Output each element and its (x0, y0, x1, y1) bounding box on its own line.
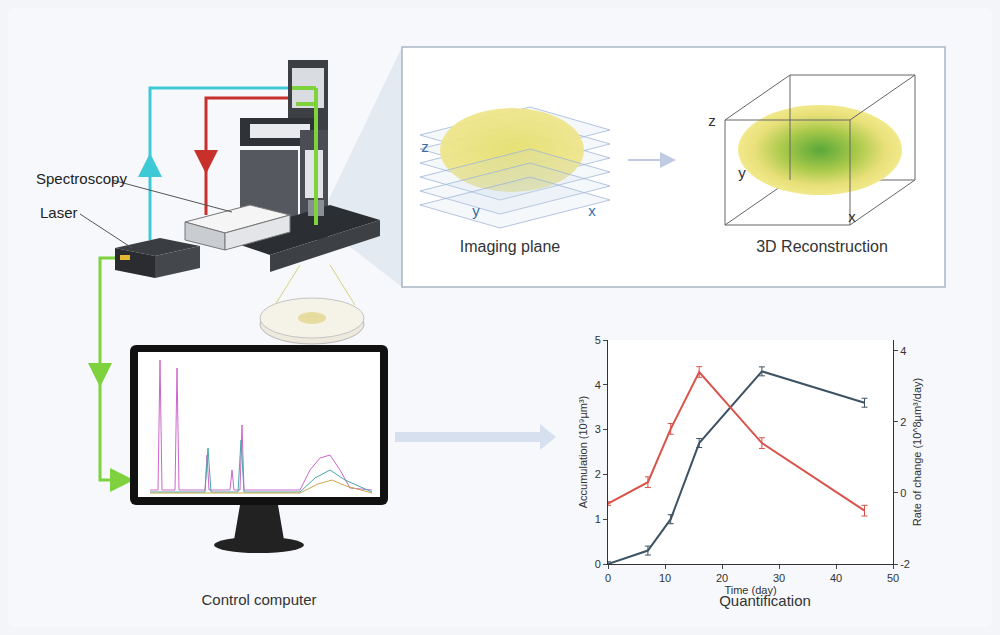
svg-text:2: 2 (900, 416, 906, 428)
svg-text:Imaging plane: Imaging plane (460, 238, 561, 255)
svg-text:2: 2 (595, 468, 601, 480)
svg-text:0: 0 (595, 558, 601, 570)
svg-text:x: x (848, 208, 856, 225)
svg-text:3D Reconstruction: 3D Reconstruction (756, 238, 888, 255)
svg-text:10: 10 (659, 572, 671, 584)
svg-text:1: 1 (595, 513, 601, 525)
svg-text:Laser: Laser (40, 204, 78, 221)
svg-text:3: 3 (595, 423, 601, 435)
svg-text:4: 4 (900, 345, 906, 357)
svg-text:Quantification: Quantification (719, 592, 811, 609)
svg-text:Control computer: Control computer (201, 591, 316, 608)
svg-text:y: y (472, 202, 480, 219)
svg-text:50: 50 (887, 572, 899, 584)
svg-text:0: 0 (900, 487, 906, 499)
svg-text:20: 20 (716, 572, 728, 584)
svg-text:Accumulation (10⁹µm³): Accumulation (10⁹µm³) (577, 396, 589, 509)
svg-text:30: 30 (773, 572, 785, 584)
svg-text:40: 40 (830, 572, 842, 584)
svg-text:z: z (421, 138, 429, 155)
svg-text:5: 5 (595, 334, 601, 346)
svg-text:Spectroscopy: Spectroscopy (36, 170, 127, 187)
svg-text:z: z (708, 112, 716, 129)
svg-text:Rate of change (10^8µm³/day): Rate of change (10^8µm³/day) (911, 378, 923, 526)
svg-text:Time (day): Time (day) (724, 584, 776, 596)
svg-text:y: y (738, 164, 746, 181)
svg-text:0: 0 (605, 572, 611, 584)
svg-text:4: 4 (595, 379, 601, 391)
svg-text:x: x (588, 202, 596, 219)
svg-text:-2: -2 (900, 558, 910, 570)
